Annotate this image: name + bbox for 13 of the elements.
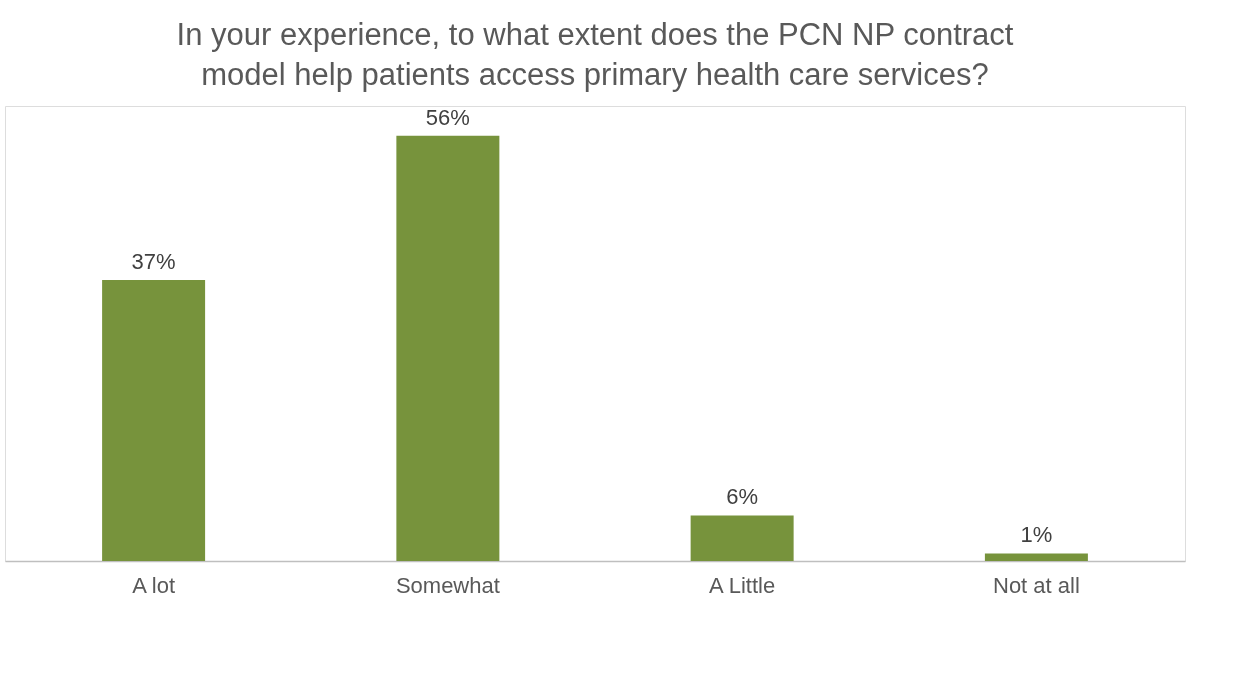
- data-label: 6%: [726, 484, 759, 510]
- bar: [102, 280, 206, 561]
- chart-title: In your experience, to what extent does the PCN NP contract model help patients access primary health care services?: [176, 17, 1014, 92]
- bar: [984, 553, 1088, 561]
- x-tick-label: Somewhat: [395, 572, 500, 598]
- data-label: 1%: [1020, 522, 1053, 548]
- data-label: 37%: [131, 249, 176, 275]
- x-tick-label: A Little: [709, 572, 776, 598]
- bar: [690, 515, 794, 561]
- x-tick-label: A lot: [132, 572, 176, 598]
- bar: [396, 135, 500, 561]
- x-tick-label: Not at all: [992, 572, 1080, 598]
- data-label: 56%: [425, 104, 470, 130]
